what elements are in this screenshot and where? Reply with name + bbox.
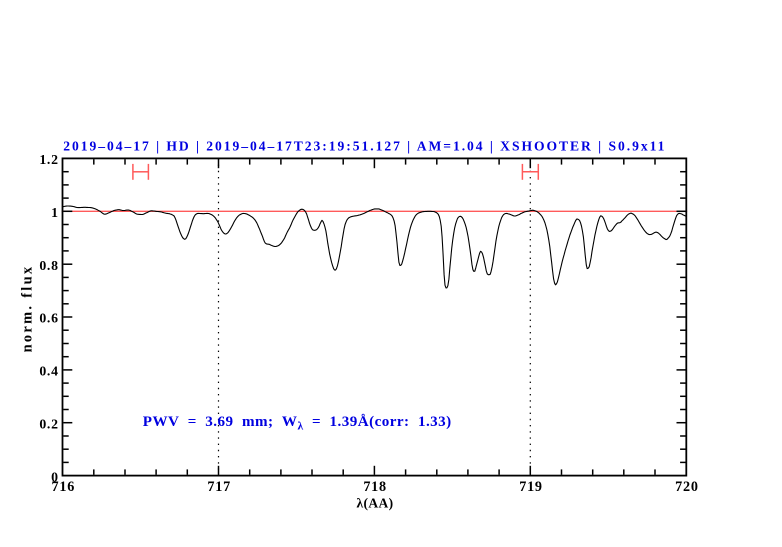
svg-text:0: 0 — [51, 469, 59, 484]
svg-text:norm. flux: norm. flux — [20, 265, 36, 353]
svg-text:716: 716 — [52, 479, 76, 495]
svg-text:0.6: 0.6 — [39, 311, 58, 326]
svg-text:λ(AA): λ(AA) — [356, 495, 393, 510]
svg-text:2019–04–17 | HD | 2019–04–17T2: 2019–04–17 | HD | 2019–04–17T23:19:51.12… — [63, 138, 666, 153]
svg-text:1.2: 1.2 — [39, 152, 58, 167]
svg-text:720: 720 — [675, 479, 699, 495]
svg-text:0.4: 0.4 — [39, 364, 58, 379]
svg-text:719: 719 — [519, 479, 543, 495]
svg-text:1: 1 — [51, 205, 59, 220]
svg-text:718: 718 — [363, 479, 387, 495]
svg-text:717: 717 — [207, 479, 231, 495]
svg-text:PWV = 3.69 mm; Wλ = 1.39: PWV = 3.69 mm; Wλ = 1.39Å(corr: 1.33) — [143, 414, 452, 433]
svg-text:0.2: 0.2 — [39, 416, 58, 431]
svg-text:0.8: 0.8 — [39, 258, 58, 273]
